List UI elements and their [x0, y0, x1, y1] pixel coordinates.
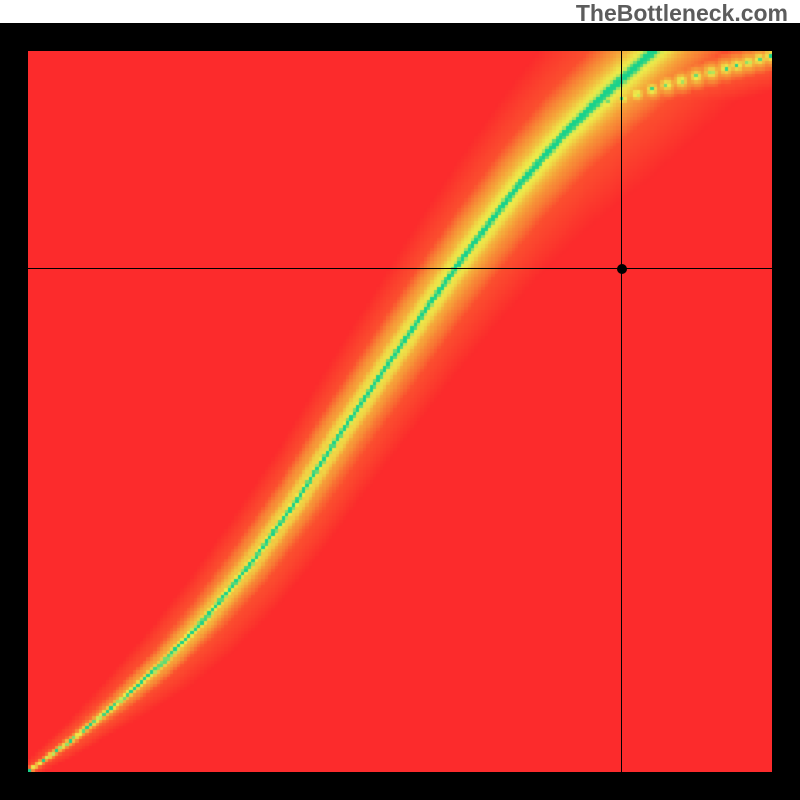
marker-point: [617, 264, 627, 274]
border-top: [0, 23, 800, 51]
crosshair-vertical: [621, 51, 622, 772]
crosshair-horizontal: [28, 268, 772, 269]
border-bottom: [0, 772, 800, 800]
border-right: [772, 23, 800, 800]
watermark-text: TheBottleneck.com: [576, 0, 788, 27]
chart-container: TheBottleneck.com: [0, 0, 800, 800]
bottleneck-heatmap: [28, 51, 772, 772]
border-left: [0, 23, 28, 800]
